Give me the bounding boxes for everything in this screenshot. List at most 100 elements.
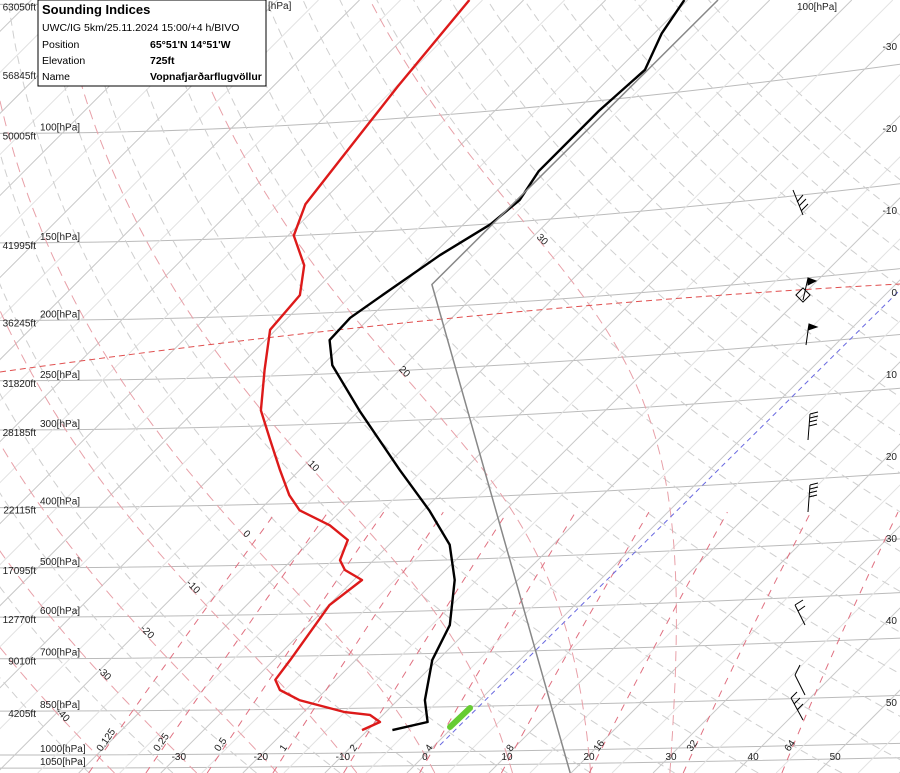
isotherm xyxy=(78,0,853,773)
height-label: 12770ft xyxy=(3,615,37,626)
isotherm-label: 20 xyxy=(886,452,898,463)
isotherm-label: -20 xyxy=(883,124,898,135)
isobar xyxy=(0,742,900,756)
height-label: 41995ft xyxy=(3,241,37,252)
isotherm-minor xyxy=(0,0,401,402)
isotherm-minor xyxy=(365,238,900,773)
height-label: 4205ft xyxy=(8,709,36,720)
height-label: 17095ft xyxy=(3,566,37,577)
info-label: Name xyxy=(42,71,70,83)
y-tick-label: 850[hPa] xyxy=(40,700,80,711)
isotherm xyxy=(0,0,606,607)
info-value: 725ft xyxy=(150,55,175,67)
mixing-ratio-label: 4 xyxy=(423,742,435,753)
isotherm-minor xyxy=(201,74,900,773)
moist-adiabat-label: 20 xyxy=(396,364,412,380)
isotherm xyxy=(570,443,900,773)
dry-adiabat xyxy=(0,492,257,773)
wind-barb xyxy=(807,411,819,441)
isotherm xyxy=(0,0,771,771)
y-tick-label: 300[hPa] xyxy=(40,419,80,430)
labels: [hPa]100[hPa]150[hPa]200[hPa]250[hPa]300… xyxy=(3,1,898,768)
dry-adiabat xyxy=(634,0,900,252)
isotherm-minor xyxy=(283,156,900,773)
moist-adiabat-label: -10 xyxy=(184,578,202,596)
mixing-ratio-line xyxy=(343,511,508,773)
isotherm xyxy=(160,33,900,773)
isotherm xyxy=(324,197,900,773)
profiles xyxy=(259,0,719,773)
height-label: 36245ft xyxy=(3,319,37,330)
x-tick-label: 50 xyxy=(830,752,842,763)
y-tick-label: 700[hPa] xyxy=(40,648,80,659)
height-label: 22115ft xyxy=(3,506,36,517)
isotherm-minor xyxy=(0,0,237,238)
moist-adiabat-label: 30 xyxy=(534,232,550,248)
moist-adiabat-label: 0 xyxy=(240,528,252,540)
surface-marker xyxy=(447,705,473,730)
isobar xyxy=(0,538,900,569)
mixing-ratio-line xyxy=(419,511,577,773)
mixing-ratio-line xyxy=(781,511,899,773)
isotherm-minor xyxy=(693,566,900,773)
x-tick-label: 20 xyxy=(583,752,595,763)
moist-adiabat-label: 10 xyxy=(305,459,321,475)
wind-barb xyxy=(794,599,806,626)
y-tick-label: 150[hPa] xyxy=(40,232,80,243)
isotherm-minor xyxy=(775,648,900,773)
y-tick-label: 500[hPa] xyxy=(40,557,80,568)
dry-adiabat xyxy=(339,0,900,552)
dry-adiabat xyxy=(0,392,341,773)
x-tick-label: -10 xyxy=(336,752,351,763)
mixing-ratio-label: 1 xyxy=(278,742,290,753)
mixing-ratio-label: 32 xyxy=(685,738,701,754)
profile-line xyxy=(259,0,471,732)
isobar xyxy=(0,637,900,660)
height-label: 56845ft xyxy=(3,71,37,82)
moist-adiabat xyxy=(369,0,677,773)
dry-adiabat xyxy=(81,0,759,773)
moist-adiabat xyxy=(60,0,513,773)
isobar xyxy=(0,472,900,509)
wind-barb xyxy=(790,691,804,721)
isotherm-label: 0 xyxy=(891,288,897,299)
y-tick-label: 100[hPa] xyxy=(40,122,80,133)
isotherm-minor xyxy=(37,0,812,773)
moist-adiabat xyxy=(0,646,115,773)
isotherm xyxy=(242,115,900,773)
isobar xyxy=(0,268,900,322)
x-tick-label: 0 xyxy=(422,752,428,763)
mixing-ratio-line xyxy=(588,511,728,773)
mixing-ratio-line xyxy=(88,511,277,773)
isotherm-label: 50 xyxy=(886,698,898,709)
isobar xyxy=(0,387,900,431)
info-title: Sounding Indices xyxy=(42,2,150,17)
moist-adiabat-label: -30 xyxy=(95,665,113,683)
wind-barb xyxy=(795,287,811,303)
isotherm-minor xyxy=(0,0,565,566)
dry-adiabat xyxy=(450,0,900,436)
dry-adiabat xyxy=(523,0,900,361)
mixing-ratio-line xyxy=(145,511,329,773)
isotherm xyxy=(0,0,196,197)
isotherm-minor xyxy=(119,0,894,773)
dry-adiabat xyxy=(118,0,843,773)
mixing-ratio-label: 0.25 xyxy=(152,731,172,754)
isotherm-minor xyxy=(0,0,730,730)
wind-barb xyxy=(794,664,806,696)
dry-adiabat xyxy=(302,0,900,592)
x-tick-label: -30 xyxy=(172,752,187,763)
y-tick-label: 400[hPa] xyxy=(40,497,80,508)
isobar xyxy=(0,592,900,618)
isotherm xyxy=(406,279,900,773)
info-value: 65°51'N 14°51'W xyxy=(150,39,231,51)
dry-adiabat xyxy=(376,0,900,513)
height-label: 28185ft xyxy=(3,428,37,439)
isotherm-label: 10 xyxy=(886,370,898,381)
isotherm-minor xyxy=(529,402,900,773)
mixing-ratio-label: 2 xyxy=(348,742,360,753)
isotherm xyxy=(0,0,689,689)
isotherm-label: -30 xyxy=(883,42,898,53)
info-run: UWC/IG 5km/25.11.2024 15:00/+4 h/BIVO xyxy=(42,22,239,34)
